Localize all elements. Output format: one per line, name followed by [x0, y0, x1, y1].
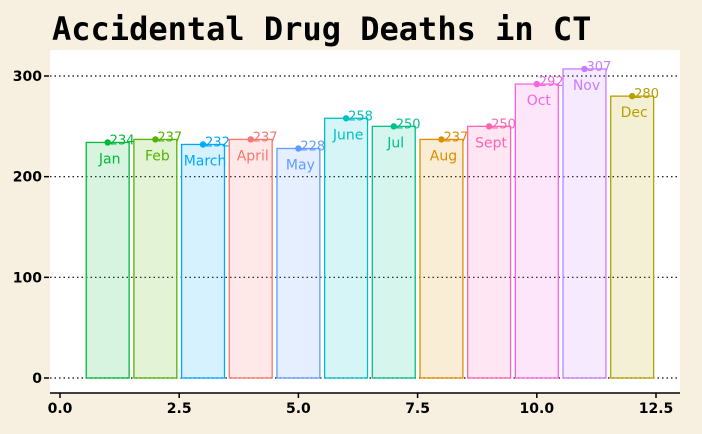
value-label: 237 [157, 130, 182, 145]
value-label: 228 [300, 139, 325, 154]
data-point [152, 136, 159, 143]
data-point [485, 123, 493, 130]
data-point [199, 141, 207, 148]
category-label: Sept [475, 135, 507, 151]
data-point [295, 145, 302, 152]
category-label: Oct [527, 93, 552, 109]
value-label: 250 [396, 117, 421, 132]
category-label: Jul [386, 135, 404, 151]
category-label: June [332, 127, 364, 143]
bars [85, 65, 655, 379]
bar-dec [610, 95, 655, 379]
data-point [628, 92, 636, 100]
category-label: Nov [573, 78, 600, 94]
value-label: 232 [205, 135, 230, 150]
data-point [438, 136, 445, 143]
bar-jan [85, 141, 130, 379]
category-label: April [237, 148, 269, 164]
value-label: 237 [443, 130, 468, 145]
x-tick-label: 5.0 [286, 401, 311, 417]
bar-aug [419, 138, 464, 379]
x-tick-label: 10.0 [520, 401, 555, 417]
category-label: Jan [98, 151, 121, 167]
bar-april [228, 138, 273, 379]
category-label: Feb [145, 148, 170, 164]
bar-nov [562, 68, 607, 379]
value-label: 280 [634, 87, 659, 102]
axes: 0 100 200 300 0.0 2.5 5.0 7.5 10.0 12.5 [13, 69, 680, 417]
plot-panel [50, 50, 680, 393]
bar-march [180, 143, 226, 379]
data-point [247, 136, 254, 143]
category-label: May [286, 157, 315, 173]
value-label: 292 [539, 75, 564, 90]
x-tick-label: 12.5 [639, 401, 674, 417]
category-label: March [184, 153, 227, 169]
data-point [342, 115, 350, 122]
y-tick-label: 200 [13, 170, 42, 186]
chart-title: Accidental Drug Deaths in CT [52, 10, 591, 48]
value-label: 237 [253, 130, 278, 145]
category-label: Dec [621, 105, 648, 121]
data-point [581, 65, 588, 73]
bar-jul [371, 125, 416, 379]
value-label: 258 [348, 109, 373, 124]
y-tick-label: 0 [32, 371, 42, 387]
value-label: 307 [586, 60, 611, 75]
data-point [390, 123, 397, 130]
x-tick-label: 2.5 [167, 401, 192, 417]
labels: Jan234Feb237March232April237May228June25… [98, 60, 659, 174]
bar-june [323, 117, 369, 379]
y-tick-label: 100 [13, 270, 42, 286]
category-label: Aug [430, 148, 457, 164]
x-tick-label: 0.0 [48, 401, 73, 417]
bar-may [276, 147, 321, 379]
data-point [104, 139, 111, 146]
x-tick-label: 7.5 [405, 401, 430, 417]
bar-sept [467, 125, 512, 379]
bar-feb [133, 138, 178, 379]
value-label: 250 [491, 117, 516, 132]
bar-oct [514, 83, 559, 379]
y-tick-label: 300 [13, 69, 42, 85]
value-label: 234 [110, 133, 135, 148]
data-point [533, 80, 540, 88]
